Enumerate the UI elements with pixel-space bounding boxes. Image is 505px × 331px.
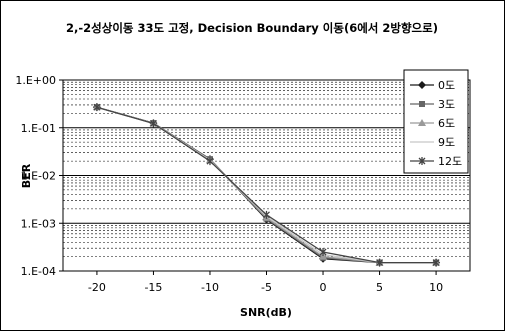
legend-label: 3도 xyxy=(438,98,455,111)
data-point xyxy=(418,119,426,126)
y-tick-label: 1.E-01 xyxy=(21,122,56,135)
y-tick-label: 1.E+00 xyxy=(15,74,56,87)
x-tick-labels: -20 -15 -10 -5 0 5 10 xyxy=(88,271,443,294)
data-point xyxy=(376,258,384,267)
legend: 0도 3도 6도 9도 12도 xyxy=(403,69,469,174)
y-tick-labels: 1.E+00 1.E-01 1.E-02 1.E-03 1.E-04 xyxy=(15,74,63,278)
x-tick-label: -20 xyxy=(88,281,106,294)
legend-entry: 12도 xyxy=(410,155,462,168)
x-tick-label: -5 xyxy=(261,281,272,294)
chart-title: 2,-2성상이동 33도 고정, Decision Boundary 이동(6에… xyxy=(66,21,438,35)
x-tick-label: 10 xyxy=(429,281,443,294)
data-point xyxy=(418,81,426,89)
series xyxy=(93,103,440,267)
legend-entry: 0도 xyxy=(410,79,455,92)
data-point xyxy=(419,101,425,107)
data-point xyxy=(319,247,327,256)
x-tick-label: -10 xyxy=(201,281,219,294)
legend-label: 0도 xyxy=(438,79,455,92)
legend-entry: 3도 xyxy=(410,98,455,111)
y-tick-label: 1.E-02 xyxy=(21,170,56,183)
data-point xyxy=(319,252,328,260)
y-tick-label: 1.E-04 xyxy=(21,265,56,278)
data-point xyxy=(432,258,440,267)
y-axis-label: BER xyxy=(20,163,33,188)
x-tick-label: 5 xyxy=(376,281,383,294)
data-point xyxy=(418,157,426,165)
data-point xyxy=(206,157,214,166)
legend-box xyxy=(403,69,469,174)
y-tick-label: 1.E-03 xyxy=(21,217,56,230)
legend-label: 12도 xyxy=(438,155,462,168)
legend-entry: 6도 xyxy=(410,117,455,130)
legend-label: 6도 xyxy=(438,117,455,130)
legend-entry: 9도 xyxy=(410,136,455,149)
legend-label: 9도 xyxy=(438,136,455,149)
x-tick-label: -15 xyxy=(144,281,162,294)
data-point xyxy=(263,210,270,219)
series-layer xyxy=(92,103,441,267)
data-point xyxy=(93,103,101,112)
data-point xyxy=(149,119,157,128)
x-axis-label: SNR(dB) xyxy=(240,306,292,319)
x-tick-label: 0 xyxy=(320,281,327,294)
